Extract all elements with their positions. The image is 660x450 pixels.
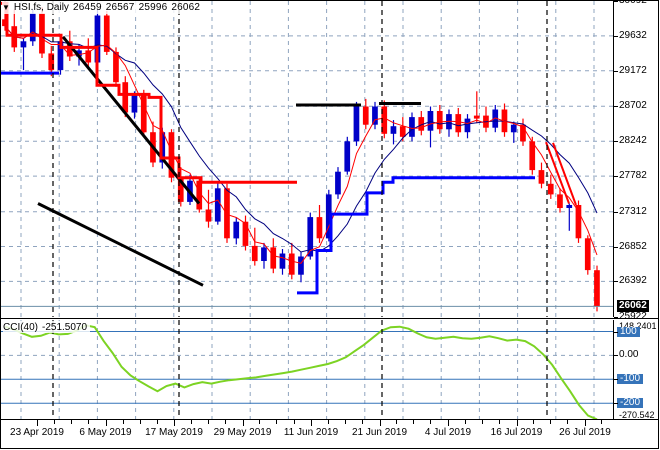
time-axis-minor-tick	[567, 420, 569, 424]
date-tick-label: 23 Apr 2019	[10, 427, 64, 438]
time-axis-minor-tick	[293, 420, 295, 424]
time-axis-minor-tick	[498, 420, 500, 424]
date-tick-label: 26 Jul 2019	[559, 427, 611, 438]
time-axis-tick	[311, 420, 312, 426]
price-tick-label: 27782	[619, 170, 647, 182]
cci-value: -251.5070	[42, 321, 88, 333]
symbol-label: HSI.fs, Daily	[13, 2, 69, 13]
date-tick-label: 16 Jul 2019	[490, 427, 543, 438]
time-axis-minor-tick	[276, 420, 278, 424]
time-axis[interactable]: 23 Apr 2019 6 May 2019 17 May 2019 29 May 2…	[1, 420, 658, 448]
time-axis-minor-tick	[71, 420, 73, 424]
price-axis-tick	[614, 70, 618, 72]
quote-open: 26459	[72, 2, 102, 13]
price-axis-tick	[614, 211, 618, 213]
time-axis-tick	[448, 420, 449, 426]
time-axis-minor-tick	[601, 420, 603, 424]
cci-axis-tick	[614, 355, 618, 357]
price-axis-tick	[614, 246, 618, 248]
time-axis-tick	[516, 420, 518, 426]
price-chart-pane[interactable]	[1, 1, 613, 317]
time-axis-minor-tick	[464, 420, 466, 424]
time-axis-minor-tick	[54, 420, 56, 424]
cci-axis-tick	[614, 403, 618, 405]
cci-level-label: 0.00	[619, 349, 639, 361]
time-axis-tick	[242, 420, 244, 426]
time-axis-minor-tick	[550, 420, 551, 424]
cci-axis-tick	[614, 379, 618, 381]
time-axis-tick	[105, 420, 107, 426]
time-axis-minor-tick	[396, 420, 398, 424]
price-axis-tick	[614, 1, 618, 2]
quote-low: 25996	[138, 2, 168, 13]
date-tick-label: 11 Jun 2019	[283, 427, 339, 438]
cci-label: CCI(40)	[3, 321, 39, 333]
price-tick-label: 26852	[619, 240, 647, 252]
time-axis-minor-tick	[259, 420, 261, 424]
date-tick-label: 6 May 2019	[79, 427, 132, 438]
quote-close: 26062	[171, 2, 201, 13]
chart-header: ▼ HSI.fs, Daily 26459 26567 25996 26062	[2, 1, 204, 14]
time-axis-minor-tick	[327, 420, 329, 424]
date-tick-label: 17 May 2019	[145, 427, 203, 438]
price-tick-label: 28702	[619, 100, 647, 112]
cci-max-label: 148.2401	[619, 321, 657, 331]
cci-header: CCI(40) -251.5070	[3, 321, 91, 333]
price-tick-label: 25922	[619, 311, 647, 322]
quote-high: 26567	[105, 2, 135, 13]
time-axis-minor-tick	[225, 420, 227, 424]
price-axis-tick	[614, 106, 618, 108]
price-axis-tick	[614, 176, 618, 178]
price-axis-tick	[614, 35, 618, 37]
date-tick-label: 4 Jul 2019	[424, 427, 472, 438]
price-tick-label: 28242	[619, 135, 647, 147]
price-tick-label: 29632	[619, 29, 647, 41]
date-tick-label: 29 May 2019	[213, 427, 272, 438]
price-axis-tick	[614, 281, 618, 283]
price-axis[interactable]: 30092 29632 29172 28702 28242 27782 27312 26852…	[613, 0, 658, 322]
time-axis-minor-tick	[361, 420, 363, 424]
cci-axis-tick	[614, 331, 618, 333]
time-axis-minor-tick	[413, 420, 415, 424]
time-axis-tick	[174, 420, 175, 426]
time-axis-tick	[585, 420, 586, 426]
time-axis-minor-tick	[139, 420, 141, 424]
pane-divider-lower	[1, 419, 658, 420]
price-tick-label: 30092	[619, 0, 647, 6]
cci-axis[interactable]: 148.2401 -270.542 100 0.00 -100 -200	[613, 320, 658, 420]
time-axis-minor-tick	[532, 420, 534, 424]
price-plot	[1, 1, 613, 317]
price-axis-tick	[614, 141, 618, 143]
cci-plot	[1, 320, 613, 420]
cci-indicator-pane[interactable]	[1, 320, 613, 420]
time-axis-minor-tick	[122, 420, 124, 424]
cci-level-label: -200	[617, 398, 644, 409]
time-axis-minor-tick	[208, 420, 209, 424]
chevron-down-icon[interactable]: ▼	[2, 2, 10, 12]
time-axis-tick	[37, 420, 38, 426]
time-axis-minor-tick	[344, 420, 346, 424]
price-tick-label: 26392	[619, 275, 647, 287]
time-axis-minor-tick	[481, 420, 483, 424]
cci-level-label: -100	[617, 374, 644, 385]
price-axis-tick	[614, 317, 618, 318]
pane-divider-upper	[1, 318, 658, 319]
time-axis-minor-tick	[88, 420, 90, 424]
time-axis-minor-tick	[430, 420, 432, 424]
time-axis-tick	[379, 420, 381, 426]
time-axis-minor-tick	[156, 420, 158, 424]
cci-min-label: -270.542	[619, 410, 655, 420]
time-axis-minor-tick	[190, 420, 192, 424]
date-tick-label: 21 Jun 2019	[351, 427, 408, 438]
cci-level-label: 100	[617, 326, 640, 337]
price-tick-label: 29172	[619, 64, 647, 76]
price-tick-label: 27312	[619, 205, 647, 217]
current-price-badge: 26062	[617, 300, 649, 313]
